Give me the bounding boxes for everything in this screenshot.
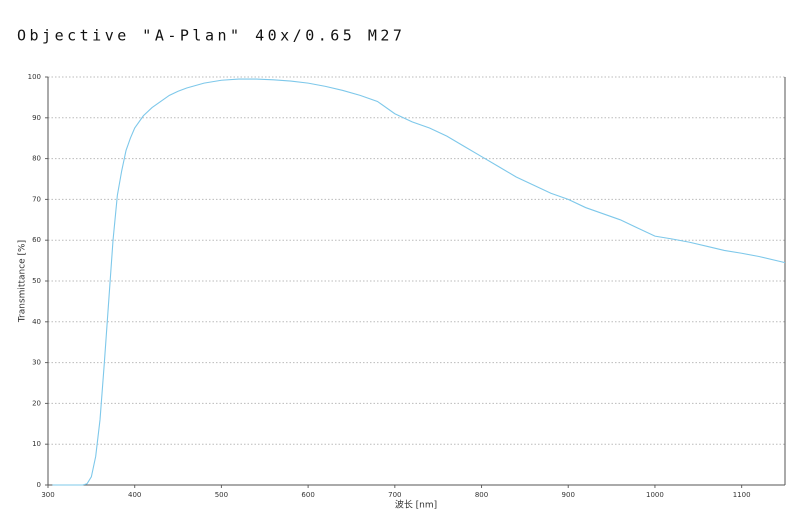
- x-tick-label: 500: [215, 491, 228, 499]
- y-tick-label: 30: [32, 359, 41, 367]
- y-tick-label: 50: [32, 277, 41, 285]
- y-tick-label: 80: [32, 155, 41, 163]
- y-tick-label: 10: [32, 440, 41, 448]
- x-tick-label: 600: [301, 491, 314, 499]
- y-tick-label: 100: [28, 73, 41, 81]
- x-tick-label: 800: [475, 491, 488, 499]
- y-tick-label: 40: [32, 318, 41, 326]
- chart-title: Objective "A-Plan" 40x/0.65 M27: [17, 27, 405, 45]
- y-tick-label: 90: [32, 114, 41, 122]
- x-tick-label: 300: [41, 491, 54, 499]
- x-tick-label: 900: [562, 491, 575, 499]
- y-tick-label: 60: [32, 236, 41, 244]
- y-tick-label: 0: [37, 481, 41, 489]
- x-tick-label: 1000: [646, 491, 664, 499]
- y-tick-label: 20: [32, 399, 41, 407]
- y-tick-label: 70: [32, 195, 41, 203]
- x-tick-label: 1100: [733, 491, 751, 499]
- x-axis-label: 波长 [nm]: [395, 499, 437, 511]
- y-axis-label: Transmittance [%]: [18, 240, 28, 323]
- x-tick-label: 400: [128, 491, 141, 499]
- data-line: [52, 78, 786, 486]
- x-tick-label: 700: [388, 491, 401, 499]
